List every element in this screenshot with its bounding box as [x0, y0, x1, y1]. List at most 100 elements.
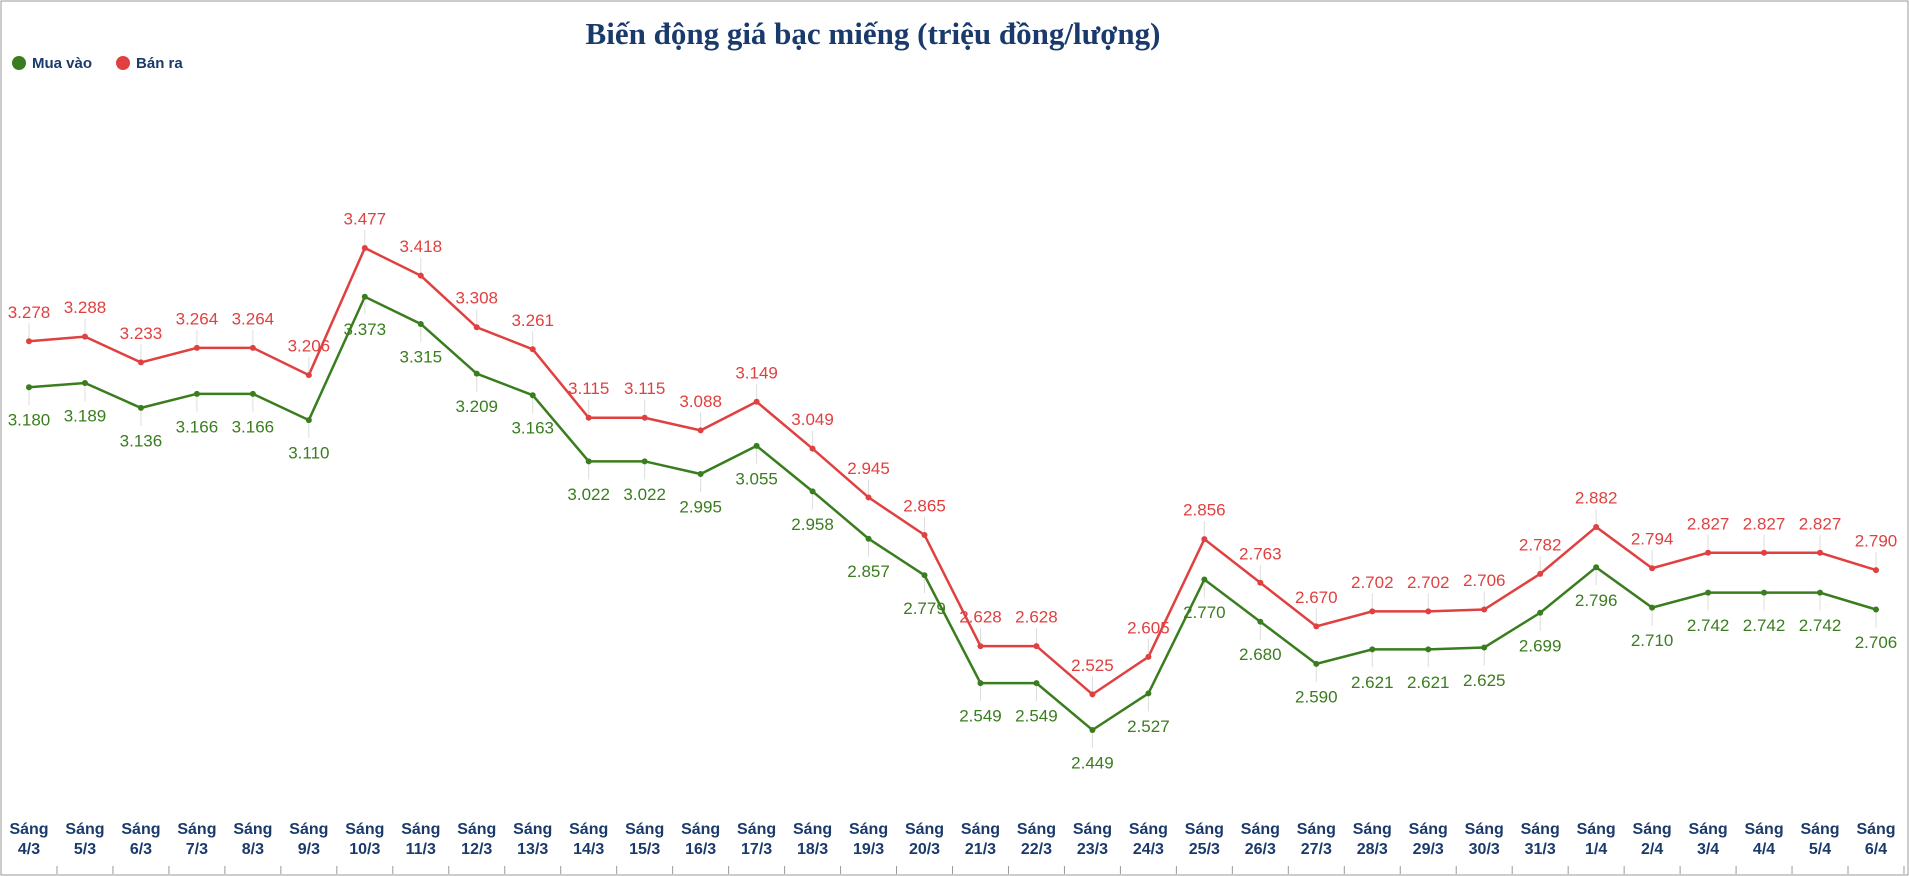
value-label: 3.315	[400, 347, 443, 366]
point	[1705, 549, 1712, 556]
value-label: 3.206	[288, 337, 331, 356]
point	[1593, 523, 1600, 530]
value-label: 2.621	[1407, 673, 1450, 692]
value-label: 2.699	[1519, 636, 1562, 655]
value-label: 3.115	[624, 379, 665, 398]
value-label: 2.702	[1407, 573, 1450, 592]
value-label: 2.790	[1855, 532, 1898, 551]
x-tick-label: Sáng 4/4	[1744, 821, 1783, 858]
value-label: 3.264	[232, 309, 275, 328]
x-tick-label: Sáng 6/3	[121, 821, 160, 858]
point	[1089, 691, 1096, 698]
point	[809, 445, 816, 452]
value-label: 3.308	[455, 289, 498, 308]
point	[193, 390, 200, 397]
value-label: 3.115	[568, 379, 609, 398]
value-label: 2.628	[1015, 608, 1058, 627]
x-tick-label: Sáng 23/3	[1073, 821, 1112, 858]
x-tick-label: Sáng 16/3	[681, 821, 720, 858]
x-tick-label: Sáng 5/3	[65, 821, 104, 858]
x-tick-label: Sáng 18/3	[793, 821, 832, 858]
series-line	[28, 295, 1877, 732]
x-tick-label: Sáng 26/3	[1241, 821, 1280, 858]
point	[305, 372, 312, 379]
legend-label: Mua vào	[32, 55, 92, 72]
value-label: 3.373	[344, 320, 387, 339]
value-label: 2.882	[1575, 488, 1618, 507]
point	[1425, 646, 1432, 653]
point	[1201, 536, 1208, 543]
point	[753, 398, 760, 405]
point	[1089, 727, 1096, 733]
point	[1369, 646, 1376, 653]
chart-title: Biến động giá bạc miếng (triệu đồng/lượn…	[586, 16, 1161, 51]
x-tick-label: Sáng 4/3	[9, 821, 48, 858]
value-label: 2.670	[1295, 588, 1338, 607]
point	[753, 442, 760, 449]
point	[417, 320, 424, 327]
point	[81, 333, 88, 340]
value-label: 3.166	[176, 417, 219, 436]
value-label: 2.549	[1015, 707, 1058, 726]
point	[249, 390, 256, 397]
value-label: 2.865	[903, 496, 946, 515]
value-label: 3.163	[511, 419, 554, 438]
point	[529, 346, 536, 353]
point	[865, 535, 872, 542]
x-tick-label: Sáng 27/3	[1297, 821, 1336, 858]
legend-marker	[12, 56, 26, 70]
point	[1145, 653, 1152, 660]
series-line	[28, 246, 1877, 696]
x-tick-label: Sáng 11/3	[401, 821, 440, 858]
point	[641, 414, 648, 421]
point	[1425, 608, 1432, 615]
value-label: 3.264	[176, 309, 219, 328]
value-label: 3.149	[735, 363, 778, 382]
point	[26, 338, 32, 345]
x-tick-label: Sáng 1/4	[1577, 821, 1616, 858]
point	[1593, 564, 1600, 571]
value-label: 3.049	[791, 410, 834, 429]
x-tick-label: Sáng 28/3	[1353, 821, 1392, 858]
value-label: 2.706	[1463, 571, 1506, 590]
x-tick-label: Sáng 10/3	[345, 821, 384, 858]
point	[1705, 589, 1712, 596]
point	[361, 245, 368, 251]
x-tick-label: Sáng 25/3	[1185, 821, 1224, 858]
point	[977, 680, 984, 687]
value-label: 2.770	[1183, 603, 1226, 622]
value-label: 2.449	[1071, 753, 1114, 772]
value-label: 3.180	[8, 411, 51, 430]
value-label: 3.110	[288, 444, 329, 463]
value-label: 2.710	[1631, 631, 1674, 650]
value-label: 2.856	[1183, 501, 1226, 520]
value-label: 2.995	[679, 497, 722, 516]
point	[26, 384, 32, 391]
point	[473, 370, 480, 377]
x-tick-label: Sáng 2/4	[1633, 821, 1672, 858]
point	[1761, 589, 1768, 596]
x-tick-label: Sáng 21/3	[961, 821, 1000, 858]
value-label: 2.605	[1127, 618, 1170, 637]
point	[1873, 606, 1879, 613]
point	[1145, 690, 1152, 697]
value-label: 3.055	[735, 469, 778, 488]
value-label: 2.549	[959, 707, 1002, 726]
x-tick-label: Sáng 24/3	[1129, 821, 1168, 858]
value-label: 2.525	[1071, 656, 1114, 675]
x-tick-label: Sáng 19/3	[849, 821, 888, 858]
point	[1817, 549, 1824, 556]
x-tick-label: Sáng 6/4	[1856, 821, 1895, 858]
legend-marker	[116, 56, 131, 70]
point	[249, 344, 256, 351]
point	[977, 643, 984, 650]
value-label: 3.088	[679, 392, 722, 411]
x-tick-label: Sáng 5/4	[1800, 821, 1839, 858]
point	[921, 531, 928, 538]
point	[697, 427, 704, 434]
value-label: 3.278	[8, 303, 51, 322]
value-label: 2.794	[1631, 530, 1674, 549]
point	[473, 324, 480, 331]
point	[529, 392, 536, 399]
